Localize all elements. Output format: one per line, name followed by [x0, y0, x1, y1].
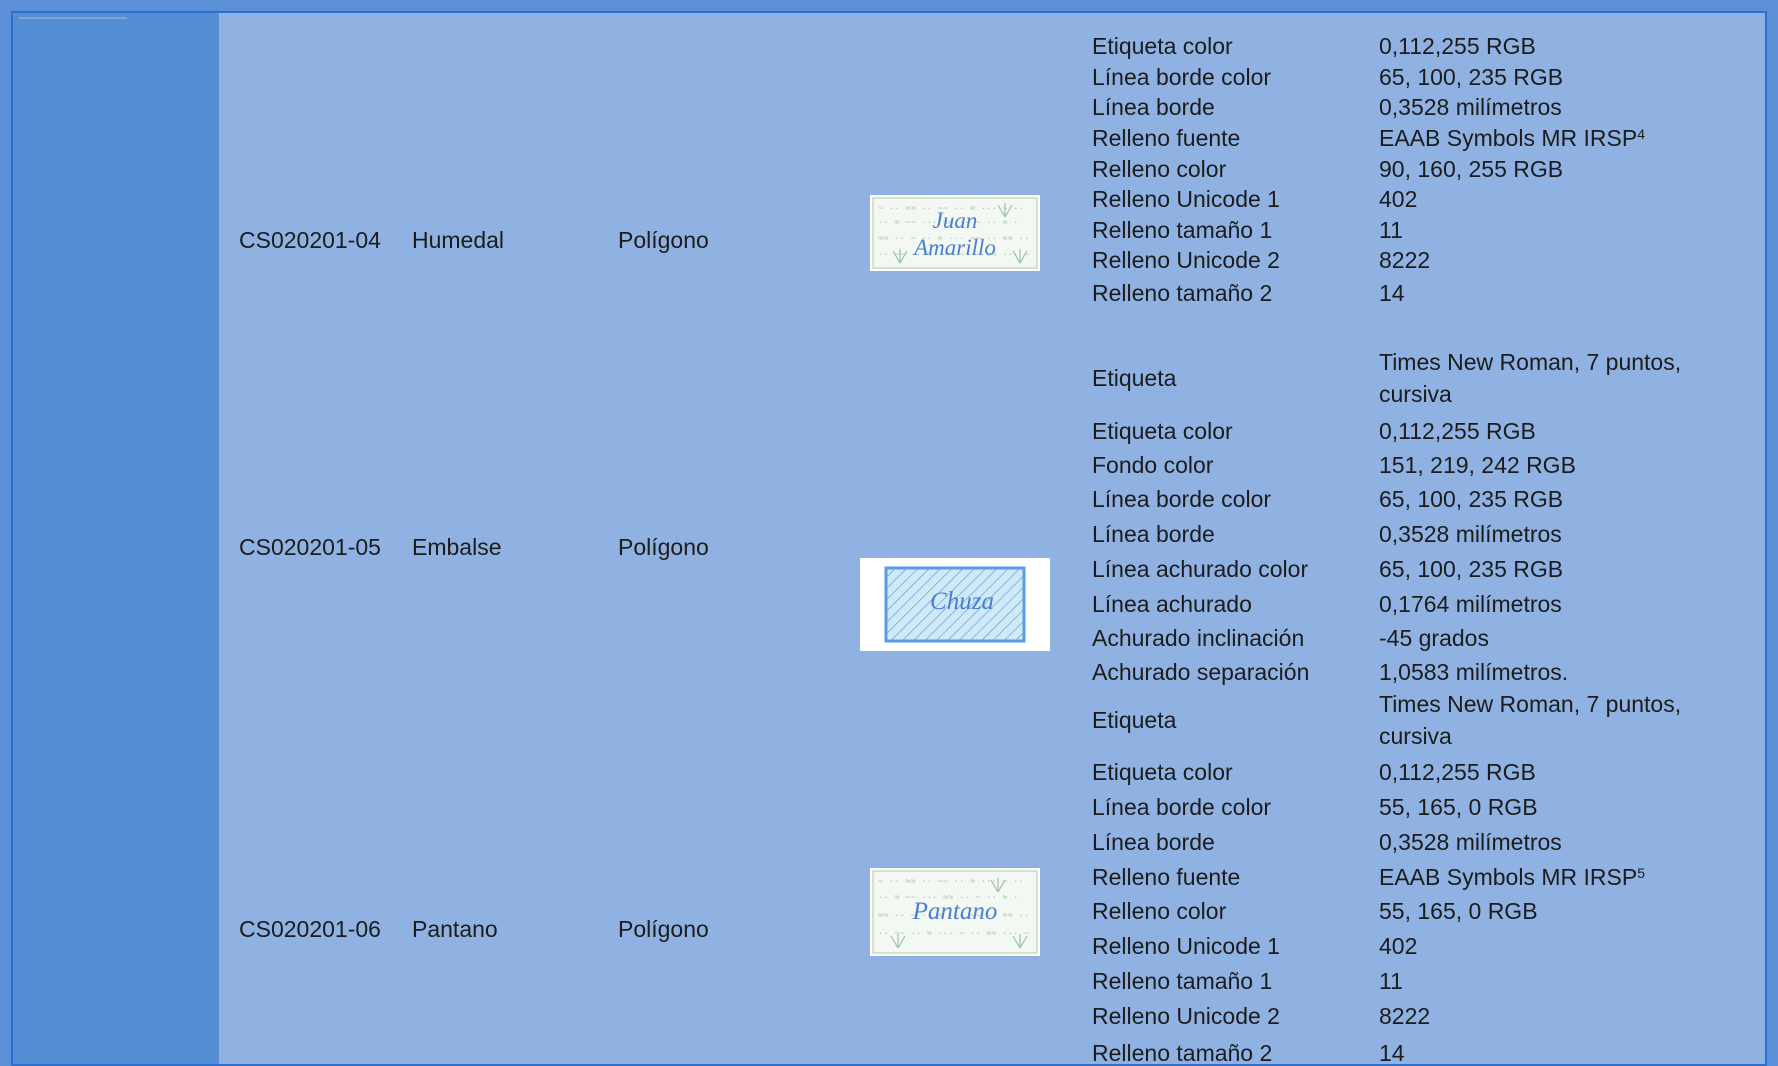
svg-text:~ ·· ≈≈ ·· ~~ ·· ≈ ··· ~ ··: ~ ·· ≈≈ ·· ~~ ·· ≈ ··· ~ ·· [878, 877, 1024, 887]
table-row: CS020201-06 Pantano Polígono ~ ·· ≈≈ ·· … [239, 691, 1682, 1066]
table-row: CS020201-05 Embalse Polígono Chuza Etiqu… [239, 349, 1682, 685]
geometry-type: Polígono [618, 916, 709, 942]
table-row: CS020201-04 Humedal Polígono ~ ·· ≈≈ ·· … [239, 33, 1645, 306]
embalse-symbol: Chuza [860, 558, 1050, 651]
svg-text:·· ≈ ~~ ··· ≈≈ ·· ~ ·· ≈ ·: ·· ≈ ~~ ··· ≈≈ ·· ~ ·· ≈ · [878, 893, 1018, 903]
geometry-type: Polígono [618, 534, 709, 560]
feature-code: CS020201-05 [239, 534, 381, 560]
feature-name: Pantano [412, 916, 498, 942]
svg-text:·· ≈ ~~ ··· ≈≈ ·· ~ ·· ≈ ·: ·· ≈ ~~ ··· ≈≈ ·· ~ ·· ≈ · [878, 218, 1018, 228]
svg-text:≈≈ ·· ~ ·· ≈ ··· ~~ ·· ≈≈ ··: ≈≈ ·· ~ ·· ≈ ··· ~~ ·· ≈≈ ·· [878, 234, 1029, 244]
symbol-label: Pantano [912, 898, 998, 925]
symbology-table: CS020201-04 Humedal Polígono ~ ·· ≈≈ ·· … [11, 11, 1767, 1066]
feature-name: Humedal [412, 227, 505, 253]
svg-text:≈≈ ·· ~ ·· ≈ ··· ~~ ·· ≈≈ ··: ≈≈ ·· ~ ·· ≈ ··· ~~ ·· ≈≈ ·· [878, 911, 1029, 921]
svg-text:~ ·· ≈≈ ·· ~~ ·· ≈ ··· ~ ··: ~ ·· ≈≈ ·· ~~ ·· ≈ ··· ~ ·· [878, 204, 1024, 214]
feature-code: CS020201-06 [239, 916, 381, 942]
feature-code: CS020201-04 [239, 227, 381, 253]
humedal-symbol: ~ ·· ≈≈ ·· ~~ ·· ≈ ··· ~ ·· ·· ≈ ~~ ··· … [870, 195, 1040, 271]
left-category-column [13, 13, 219, 1064]
feature-name: Embalse [412, 534, 502, 560]
svg-text:·· ~~ ·· ≈ ··· ~ ·· ≈≈ ··· ~: ·· ~~ ·· ≈ ··· ~ ·· ≈≈ ··· ~ [878, 929, 1029, 939]
symbol-label: Chuza [930, 588, 994, 615]
geometry-type: Polígono [618, 227, 709, 253]
symbol-label: Juan Amarillo [914, 208, 996, 260]
svg-text:·· ~~ ·· ≈ ··· ~ ·· ≈≈ ··· ~: ·· ~~ ·· ≈ ··· ~ ·· ≈≈ ··· ~ [878, 250, 1029, 260]
pantano-symbol: ~ ·· ≈≈ ·· ~~ ·· ≈ ··· ~ ·· ·· ≈ ~~ ··· … [870, 868, 1040, 956]
